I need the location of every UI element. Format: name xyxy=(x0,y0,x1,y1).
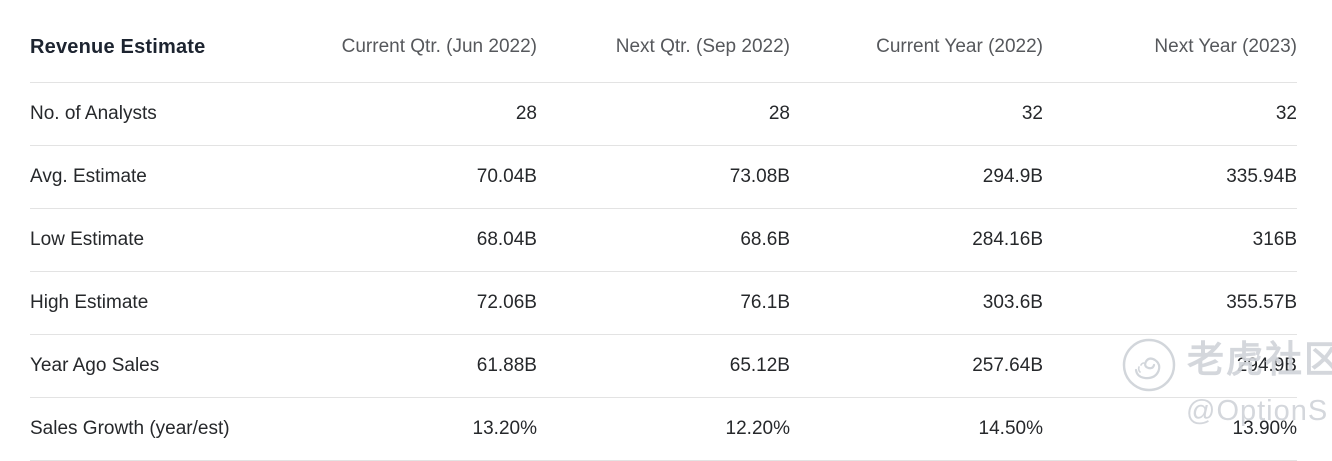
cell-value: 72.06B xyxy=(284,271,537,335)
revenue-estimate-panel: Revenue Estimate Current Qtr. (Jun 2022)… xyxy=(30,0,1332,461)
row-label: Low Estimate xyxy=(30,208,284,272)
cell-value: 13.90% xyxy=(1043,397,1297,461)
cell-value: 76.1B xyxy=(537,271,790,335)
revenue-estimate-table: Revenue Estimate Current Qtr. (Jun 2022)… xyxy=(30,0,1297,461)
cell-value: 284.16B xyxy=(790,208,1043,272)
cell-value: 32 xyxy=(790,82,1043,146)
table-header-row: Revenue Estimate Current Qtr. (Jun 2022)… xyxy=(30,0,1297,83)
column-header-next-qtr: Next Qtr. (Sep 2022) xyxy=(537,0,790,83)
cell-value: 316B xyxy=(1043,208,1297,272)
cell-value: 14.50% xyxy=(790,397,1043,461)
table-row-avg-estimate: Avg. Estimate 70.04B 73.08B 294.9B 335.9… xyxy=(30,145,1297,209)
cell-value: 28 xyxy=(284,82,537,146)
row-label: No. of Analysts xyxy=(30,82,284,146)
table-row-sales-growth: Sales Growth (year/est) 13.20% 12.20% 14… xyxy=(30,397,1297,461)
row-label: Sales Growth (year/est) xyxy=(30,397,284,461)
cell-value: 13.20% xyxy=(284,397,537,461)
row-label: Avg. Estimate xyxy=(30,145,284,209)
table-row-high-estimate: High Estimate 72.06B 76.1B 303.6B 355.57… xyxy=(30,271,1297,335)
cell-value: 294.9B xyxy=(1043,334,1297,398)
cell-value: 73.08B xyxy=(537,145,790,209)
cell-value: 303.6B xyxy=(790,271,1043,335)
row-label: High Estimate xyxy=(30,271,284,335)
column-header-next-year: Next Year (2023) xyxy=(1043,0,1297,83)
cell-value: 257.64B xyxy=(790,334,1043,398)
cell-value: 32 xyxy=(1043,82,1297,146)
cell-value: 65.12B xyxy=(537,334,790,398)
column-header-current-qtr: Current Qtr. (Jun 2022) xyxy=(284,0,537,83)
cell-value: 294.9B xyxy=(790,145,1043,209)
cell-value: 61.88B xyxy=(284,334,537,398)
column-header-current-year: Current Year (2022) xyxy=(790,0,1043,83)
cell-value: 68.04B xyxy=(284,208,537,272)
cell-value: 28 xyxy=(537,82,790,146)
cell-value: 355.57B xyxy=(1043,271,1297,335)
row-label: Year Ago Sales xyxy=(30,334,284,398)
cell-value: 12.20% xyxy=(537,397,790,461)
cell-value: 68.6B xyxy=(537,208,790,272)
cell-value: 335.94B xyxy=(1043,145,1297,209)
table-title: Revenue Estimate xyxy=(30,0,284,83)
cell-value: 70.04B xyxy=(284,145,537,209)
table-row-year-ago-sales: Year Ago Sales 61.88B 65.12B 257.64B 294… xyxy=(30,334,1297,398)
table-row-analysts: No. of Analysts 28 28 32 32 xyxy=(30,82,1297,146)
table-row-low-estimate: Low Estimate 68.04B 68.6B 284.16B 316B xyxy=(30,208,1297,272)
